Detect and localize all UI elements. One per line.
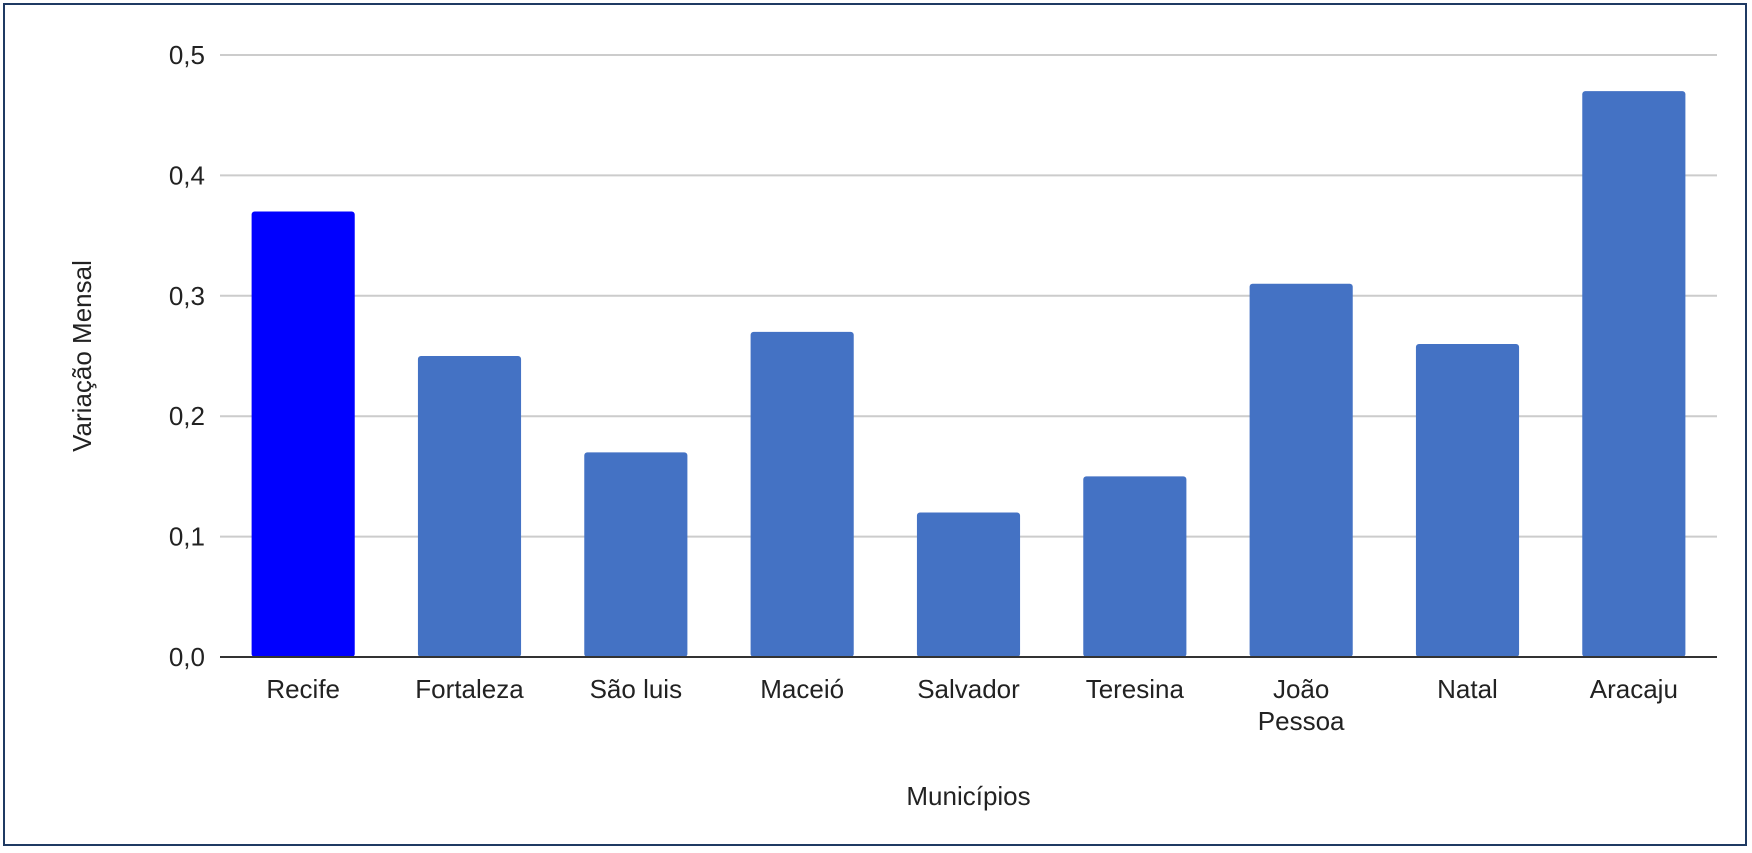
y-tick-label: 0,3 bbox=[169, 281, 205, 311]
y-tick-label: 0,2 bbox=[169, 401, 205, 431]
x-category-label: João bbox=[1273, 674, 1329, 704]
y-tick-label: 0,4 bbox=[169, 160, 205, 190]
bars bbox=[251, 91, 1686, 658]
bar-fortaleza bbox=[417, 356, 522, 657]
bar-chart: 0,0 0,1 0,2 0,3 0,4 0,5 Recife Fortaleza São lu… bbox=[67, 40, 1717, 811]
bar-natal bbox=[1415, 343, 1520, 657]
x-category-label: Aracaju bbox=[1590, 674, 1678, 704]
y-tick-label: 0,1 bbox=[169, 522, 205, 552]
bar-são-luis bbox=[584, 452, 688, 657]
x-category-labels: Recife Fortaleza São luis Maceió Salvador Ter… bbox=[266, 674, 1678, 736]
bar-maceió bbox=[750, 331, 854, 657]
y-tick-labels: 0,0 0,1 0,2 0,3 0,4 0,5 bbox=[169, 40, 205, 672]
chart-frame: 0,0 0,1 0,2 0,3 0,4 0,5 Recife Fortaleza São lu… bbox=[3, 3, 1747, 846]
x-category-label: Salvador bbox=[917, 674, 1020, 704]
y-tick-label: 0,5 bbox=[169, 40, 205, 70]
x-category-label: Maceió bbox=[760, 674, 844, 704]
bar-teresina bbox=[1083, 476, 1187, 657]
bar-recife bbox=[251, 211, 355, 657]
x-axis-title: Municípios bbox=[906, 781, 1030, 811]
x-category-label: São luis bbox=[590, 674, 683, 704]
x-category-label: Natal bbox=[1437, 674, 1498, 704]
x-category-label: Teresina bbox=[1086, 674, 1185, 704]
bar-aracaju bbox=[1582, 91, 1686, 658]
y-axis-title: Variação Mensal bbox=[67, 260, 97, 452]
bar-joão-pessoa bbox=[1249, 283, 1353, 657]
x-category-label: Recife bbox=[266, 674, 340, 704]
x-category-label: Fortaleza bbox=[415, 674, 524, 704]
bar-salvador bbox=[916, 512, 1021, 657]
x-category-label: Pessoa bbox=[1258, 706, 1345, 736]
y-tick-label: 0,0 bbox=[169, 642, 205, 672]
